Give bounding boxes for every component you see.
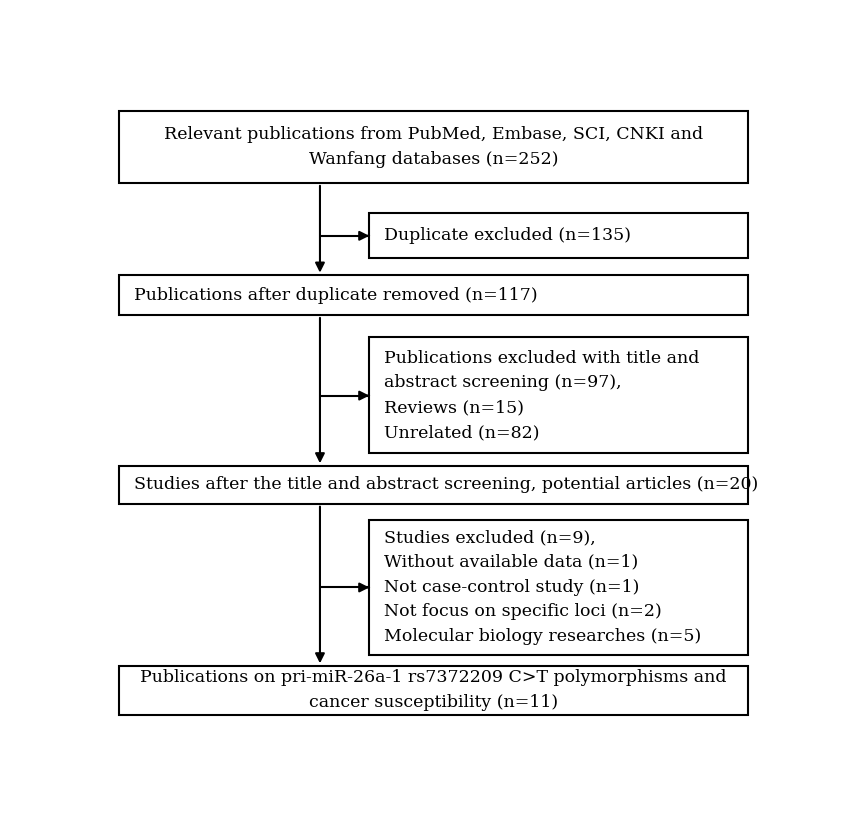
Text: Studies after the title and abstract screening, potential articles (n=20): Studies after the title and abstract scr… — [134, 476, 758, 493]
FancyBboxPatch shape — [119, 275, 748, 315]
FancyBboxPatch shape — [369, 213, 748, 258]
FancyBboxPatch shape — [119, 110, 748, 183]
Text: Duplicate excluded (n=135): Duplicate excluded (n=135) — [384, 227, 631, 244]
Text: Publications after duplicate removed (n=117): Publications after duplicate removed (n=… — [134, 287, 537, 304]
FancyBboxPatch shape — [119, 466, 748, 504]
FancyBboxPatch shape — [119, 666, 748, 715]
FancyBboxPatch shape — [369, 337, 748, 453]
Text: Studies excluded (n=9),
Without available data (n=1)
Not case-control study (n=1: Studies excluded (n=9), Without availabl… — [384, 529, 701, 645]
Text: Publications on pri-miR-26a-1 rs7372209 C>T polymorphisms and
cancer susceptibil: Publications on pri-miR-26a-1 rs7372209 … — [140, 669, 727, 712]
FancyBboxPatch shape — [369, 520, 748, 654]
Text: Relevant publications from PubMed, Embase, SCI, CNKI and
Wanfang databases (n=25: Relevant publications from PubMed, Embas… — [164, 126, 703, 167]
Text: Publications excluded with title and
abstract screening (n=97),
Reviews (n=15)
U: Publications excluded with title and abs… — [384, 350, 700, 441]
